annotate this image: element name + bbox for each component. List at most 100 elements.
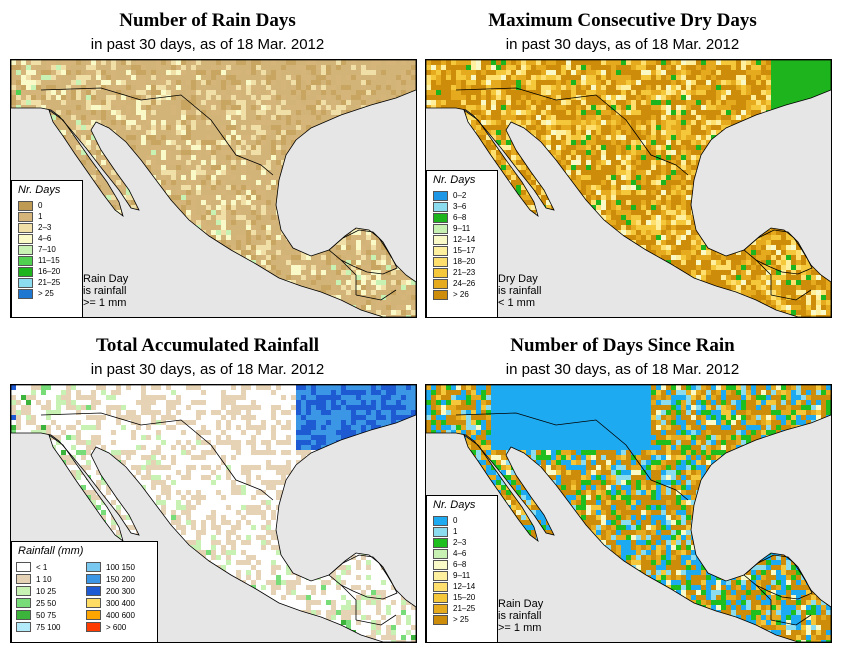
legend-swatch bbox=[433, 234, 448, 245]
legend: Nr. Days 0–2 3–6 6–8 9–11 12–14 15–17 18–20 21–… bbox=[426, 170, 498, 317]
panel-total-rainfall: Total Accumulated Rainfall in past 30 da… bbox=[0, 325, 417, 650]
legend-swatch bbox=[86, 574, 101, 584]
legend-item: 1 bbox=[18, 211, 82, 222]
legend-item: 4–6 bbox=[18, 233, 82, 244]
legend-item: 21–23 bbox=[433, 267, 497, 278]
legend-label: 300 400 bbox=[106, 598, 135, 608]
country-border bbox=[340, 259, 397, 301]
legend-item: 21–25 bbox=[433, 603, 497, 614]
legend-label: 4–6 bbox=[453, 549, 467, 558]
map-rain-days: Nr. Days 0 1 2–3 4–6 7–10 11–15 16–20 21–25 > 25… bbox=[10, 59, 417, 318]
legend-label: 11–15 bbox=[38, 256, 60, 265]
legend-item: > 25 bbox=[433, 614, 497, 625]
legend-item: 24–26 bbox=[433, 278, 497, 289]
legend-label: > 25 bbox=[453, 615, 469, 624]
legend-item: > 25 bbox=[18, 288, 82, 299]
legend-item: 15–17 bbox=[433, 245, 497, 256]
legend-swatch bbox=[433, 223, 448, 234]
panel-subtitle: in past 30 days, as of 18 Mar. 2012 bbox=[505, 361, 740, 378]
country-border bbox=[40, 87, 274, 176]
legend-swatch bbox=[18, 244, 33, 255]
panel-title: Total Accumulated Rainfall bbox=[95, 335, 320, 356]
legend-item: 21–25 bbox=[18, 277, 82, 288]
legend-item: 1 10 bbox=[16, 573, 86, 585]
legend-swatch bbox=[16, 622, 31, 632]
legend-label: 75 100 bbox=[36, 622, 61, 632]
legend-swatch bbox=[18, 200, 33, 211]
legend-item: 2–3 bbox=[433, 537, 497, 548]
legend-swatch bbox=[433, 614, 448, 625]
legend-swatch bbox=[433, 267, 448, 278]
legend-item: 0 bbox=[433, 515, 497, 526]
legend-label: 2–3 bbox=[453, 538, 467, 547]
panel-rain-days: Number of Rain Days in past 30 days, as … bbox=[0, 0, 417, 325]
panel-title: Number of Rain Days bbox=[119, 10, 296, 31]
legend-item: 12–14 bbox=[433, 234, 497, 245]
legend: Rainfall (mm) < 1 1 10 10 25 25 50 50 75 75 1… bbox=[11, 541, 158, 642]
legend: Nr. Days 0 1 2–3 4–6 7–10 11–15 16–20 21–25 > 25 bbox=[11, 180, 83, 317]
legend-swatch bbox=[433, 603, 448, 614]
legend-item: 3–6 bbox=[433, 201, 497, 212]
legend-item: 9–11 bbox=[433, 223, 497, 234]
country-border bbox=[455, 412, 689, 501]
legend-label: 10 25 bbox=[36, 586, 57, 596]
legend-item: 10 25 bbox=[16, 585, 86, 597]
panel-subtitle: in past 30 days, as of 18 Mar. 2012 bbox=[90, 36, 325, 53]
legend-swatch bbox=[433, 212, 448, 223]
legend-label: > 25 bbox=[38, 289, 54, 298]
legend-swatch bbox=[16, 598, 31, 608]
legend-item: 150 200 bbox=[86, 573, 156, 585]
legend-item: 0–2 bbox=[433, 190, 497, 201]
legend-label: 21–23 bbox=[453, 268, 476, 277]
legend-label: 18–20 bbox=[453, 257, 476, 266]
map-max-dry-days: Nr. Days 0–2 3–6 6–8 9–11 12–14 15–17 18–20 21–… bbox=[425, 59, 832, 318]
legend-swatch bbox=[433, 548, 448, 559]
legend-swatch bbox=[433, 278, 448, 289]
country-border bbox=[755, 259, 812, 301]
legend-label: 25 50 bbox=[36, 598, 57, 608]
legend-swatch bbox=[433, 592, 448, 603]
legend-label: > 26 bbox=[453, 290, 469, 299]
legend-item: 7–10 bbox=[18, 244, 82, 255]
panel-subtitle: in past 30 days, as of 18 Mar. 2012 bbox=[90, 361, 325, 378]
legend-item: 300 400 bbox=[86, 597, 156, 609]
legend-title: Rainfall (mm) bbox=[18, 545, 84, 557]
legend-item: 15–20 bbox=[433, 592, 497, 603]
legend-item: 18–20 bbox=[433, 256, 497, 267]
legend-swatch bbox=[86, 610, 101, 620]
legend-item: > 26 bbox=[433, 289, 497, 300]
legend-swatch bbox=[86, 598, 101, 608]
map-total-rainfall: Rainfall (mm) < 1 1 10 10 25 25 50 50 75 75 1… bbox=[10, 384, 417, 643]
legend-swatch bbox=[18, 288, 33, 299]
legend-label: 0–2 bbox=[453, 191, 467, 200]
legend-swatch bbox=[433, 245, 448, 256]
land-map bbox=[426, 60, 831, 317]
legend-title: Nr. Days bbox=[433, 174, 476, 186]
legend-label: 15–20 bbox=[453, 593, 476, 602]
legend-label: 50 75 bbox=[36, 610, 57, 620]
legend-label: 1 bbox=[453, 527, 458, 536]
legend-swatch bbox=[433, 256, 448, 267]
legend-swatch bbox=[16, 574, 31, 584]
legend-label: 9–11 bbox=[453, 571, 471, 580]
dry-day-note: Dry Day is rainfall < 1 mm bbox=[498, 273, 542, 309]
legend-swatch bbox=[18, 277, 33, 288]
legend-item: 9–11 bbox=[433, 570, 497, 581]
legend-item: 0 bbox=[18, 200, 82, 211]
legend-label: 12–14 bbox=[453, 582, 476, 591]
legend-label: 9–11 bbox=[453, 224, 471, 233]
legend-swatch bbox=[18, 233, 33, 244]
legend-item: 200 300 bbox=[86, 585, 156, 597]
legend-swatch bbox=[433, 537, 448, 548]
country-border bbox=[755, 584, 812, 626]
legend-label: 1 10 bbox=[36, 574, 52, 584]
country-border bbox=[455, 87, 689, 176]
legend-label: 2–3 bbox=[38, 223, 52, 232]
legend-item: > 600 bbox=[86, 621, 156, 633]
legend-item: 50 75 bbox=[16, 609, 86, 621]
legend-label: < 1 bbox=[36, 562, 48, 572]
rain-day-note: Rain Day is rainfall >= 1 mm bbox=[498, 598, 544, 634]
panel-days-since-rain: Number of Days Since Rain in past 30 day… bbox=[415, 325, 832, 650]
legend-swatch bbox=[433, 190, 448, 201]
legend-item: 100 150 bbox=[86, 561, 156, 573]
